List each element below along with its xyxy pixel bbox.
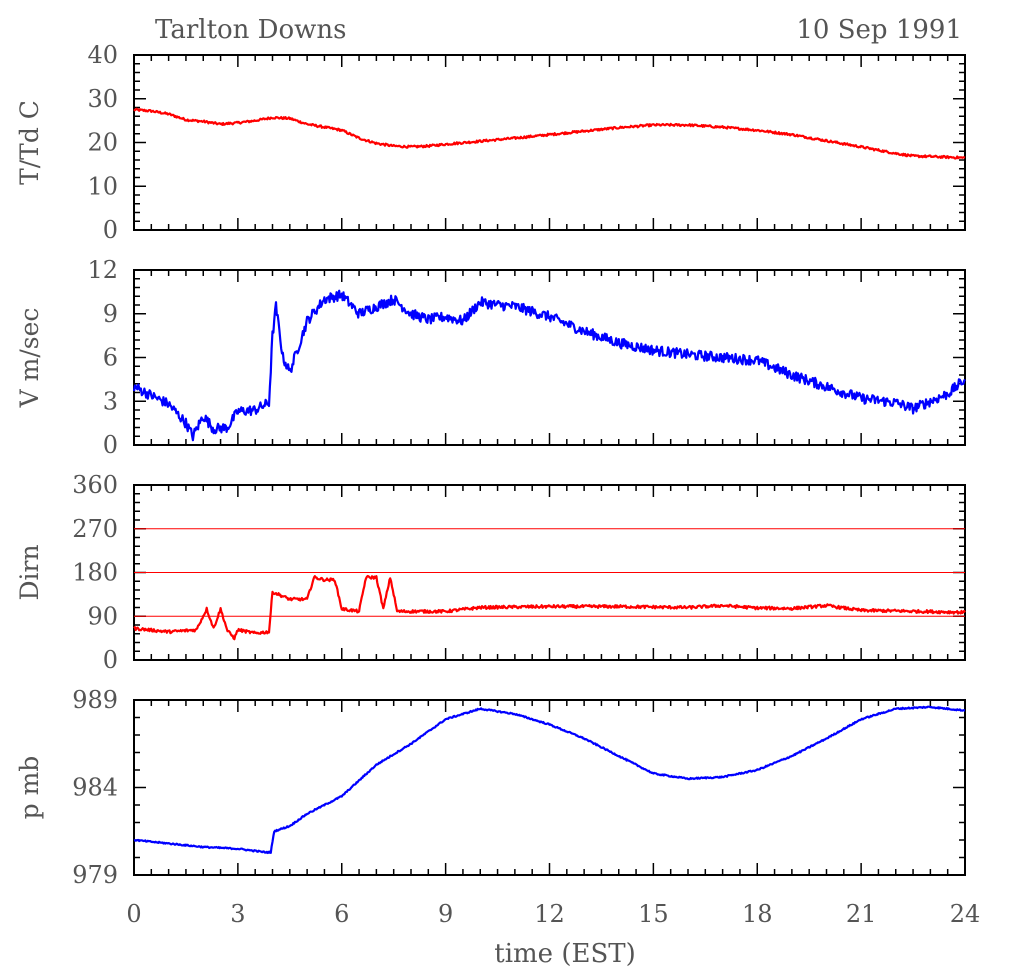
y-tick-label: 40 (87, 41, 118, 69)
y-tick-label: 984 (72, 774, 118, 802)
x-tick-label: 18 (742, 900, 773, 928)
y-tick-label: 6 (103, 344, 118, 372)
station-title: Tarlton Downs (155, 15, 347, 45)
y-tick-label: 0 (103, 216, 118, 244)
panel-wind-speed: 0 3 6 9 12 V m/sec (15, 256, 966, 459)
x-tick-label: 6 (334, 900, 349, 928)
x-tick-label: 21 (846, 900, 877, 928)
series-line-V (132, 289, 966, 442)
series-line-T (133, 107, 966, 160)
y-tick-label: 10 (87, 172, 118, 200)
x-tick-label: 12 (534, 900, 565, 928)
x-axis-label: time (EST) (494, 939, 636, 969)
x-axis-tick-labels: 0 3 6 9 12 15 18 21 24 (126, 900, 980, 928)
x-tick-label: 15 (638, 900, 669, 928)
series-line-Dirn (133, 574, 966, 641)
series-line-p (133, 705, 966, 854)
y-tick-label: 30 (87, 85, 118, 113)
y-tick-label: 270 (72, 515, 118, 543)
y-tick-label: 979 (72, 861, 118, 889)
y-axis-label-wind-direction: Dirn (15, 544, 44, 600)
x-tick-label: 0 (126, 900, 141, 928)
y-tick-label: 989 (72, 686, 118, 714)
y-tick-label: 12 (87, 256, 118, 284)
panel-pressure: 979 984 989 p mb (15, 686, 966, 889)
y-axis-label-temperature: T/Td C (15, 100, 44, 185)
y-tick-label: 90 (87, 602, 118, 630)
date-title: 10 Sep 1991 (796, 15, 962, 45)
y-tick-label: 0 (103, 646, 118, 674)
y-tick-label: 180 (72, 559, 118, 587)
y-axis-label-wind-speed: V m/sec (15, 308, 44, 409)
y-tick-label: 0 (103, 431, 118, 459)
panel-frame (133, 699, 966, 876)
panel-wind-direction: 0 90 180 270 360 Dirn (15, 471, 966, 674)
panel-temperature: 0 10 20 30 40 T/Td C (15, 41, 966, 244)
y-tick-label: 20 (87, 129, 118, 157)
x-tick-label: 24 (950, 900, 981, 928)
x-tick-label: 3 (230, 900, 245, 928)
y-tick-label: 3 (103, 387, 118, 415)
panel-frame (133, 269, 966, 446)
y-tick-label: 9 (103, 300, 118, 328)
y-tick-label: 360 (72, 471, 118, 499)
panel-frame (133, 54, 966, 231)
chart-panels: 0 10 20 30 40 T/Td C 0 3 6 9 12 V m/sec 0 90 180 270 360… (15, 41, 966, 889)
y-axis-label-pressure: p mb (15, 756, 44, 820)
x-tick-label: 9 (438, 900, 453, 928)
